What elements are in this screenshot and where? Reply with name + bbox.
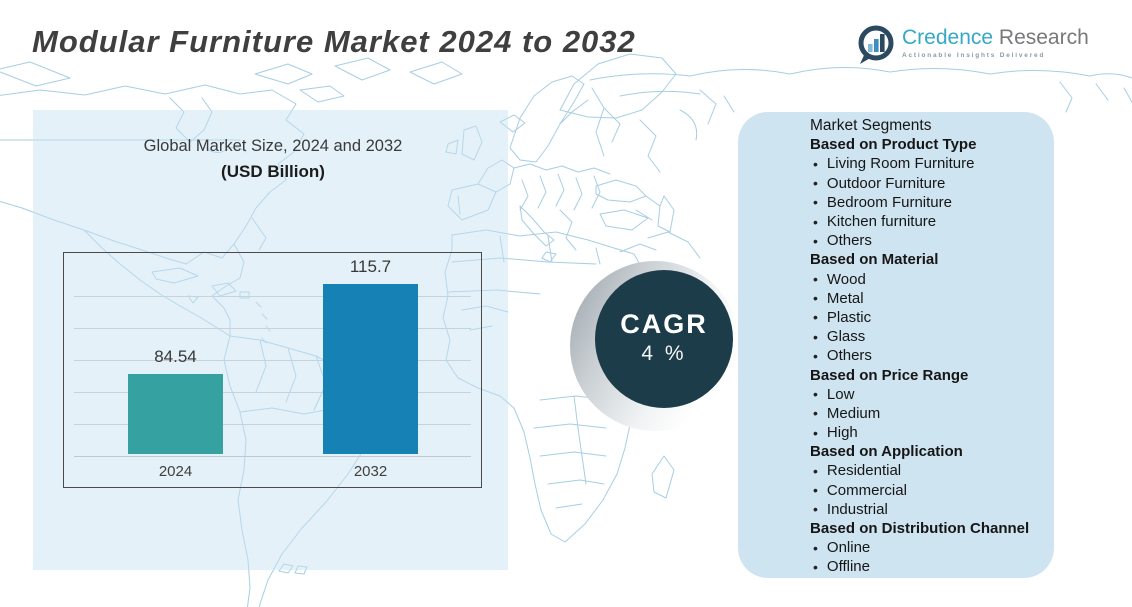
logo-brand-primary: Credence [902, 26, 994, 49]
segment-item: Offline [810, 557, 1029, 576]
segment-item: Commercial [810, 481, 1029, 500]
segments-intro: Market Segments [810, 116, 932, 134]
segment-item: Wood [810, 270, 1029, 289]
logo-brand: Credence Research [902, 27, 1089, 49]
segment-item: Residential [810, 461, 1029, 480]
gridline [74, 424, 471, 425]
chart-title: Global Market Size, 2024 and 2032 [143, 137, 403, 155]
segment-header-price-range: Based on Price Range [810, 366, 969, 384]
segment-item: High [810, 423, 1029, 442]
segment-item: Plastic [810, 308, 1029, 327]
gridline [74, 360, 471, 361]
logo-text: Credence Research Actionable Insights De… [902, 24, 1089, 60]
segment-item: Glass [810, 327, 1029, 346]
x-tick-2032: 2032 [353, 463, 388, 480]
bar-chart: 84.54 115.7 2024 2032 [63, 252, 482, 488]
logo-tagline: Actionable Insights Delivered [902, 52, 1046, 59]
segment-item: Bedroom Furniture [810, 193, 1029, 212]
gridline [74, 328, 471, 329]
segment-header-distribution-channel: Based on Distribution Channel [810, 520, 1030, 538]
segment-header-product-type: Based on Product Type [810, 136, 977, 154]
logo-brand-secondary: Research [998, 26, 1089, 49]
chart-unit-label: (USD Billion) [221, 162, 325, 181]
segment-item: Kitchen furniture [810, 212, 1029, 231]
bar-chart-bubble-icon [858, 25, 894, 64]
segment-item: Others [810, 231, 1029, 250]
page-title: Modular Furniture Market 2024 to 2032 [32, 24, 636, 59]
gridline [74, 392, 471, 393]
x-axis-baseline [74, 456, 471, 457]
bar-2024 [128, 374, 223, 454]
data-label-2024: 84.54 [154, 347, 197, 367]
cagr-label: CAGR [620, 309, 708, 339]
x-tick-2024: 2024 [158, 463, 193, 480]
segments-list: Market Segments Based on Product Type Li… [810, 116, 1029, 577]
cagr-badge: CAGR 4 % [595, 270, 733, 408]
chart-panel-background [33, 110, 508, 570]
segment-item: Living Room Furniture [810, 154, 1029, 173]
segment-item: Others [810, 346, 1029, 365]
segment-item: Metal [810, 289, 1029, 308]
segment-item: Outdoor Furniture [810, 174, 1029, 193]
cagr-value: 4 % [641, 342, 687, 365]
gridline [74, 296, 471, 297]
segment-header-material: Based on Material [810, 251, 939, 269]
segment-item: Online [810, 538, 1029, 557]
credence-research-logo: Credence Research Actionable Insights De… [856, 24, 1089, 66]
segment-item: Medium [810, 404, 1029, 423]
segment-item: Low [810, 385, 1029, 404]
data-label-2032: 115.7 [349, 256, 392, 276]
segment-header-application: Based on Application [810, 443, 963, 461]
bar-2032 [323, 283, 418, 454]
segment-item: Industrial [810, 500, 1029, 519]
